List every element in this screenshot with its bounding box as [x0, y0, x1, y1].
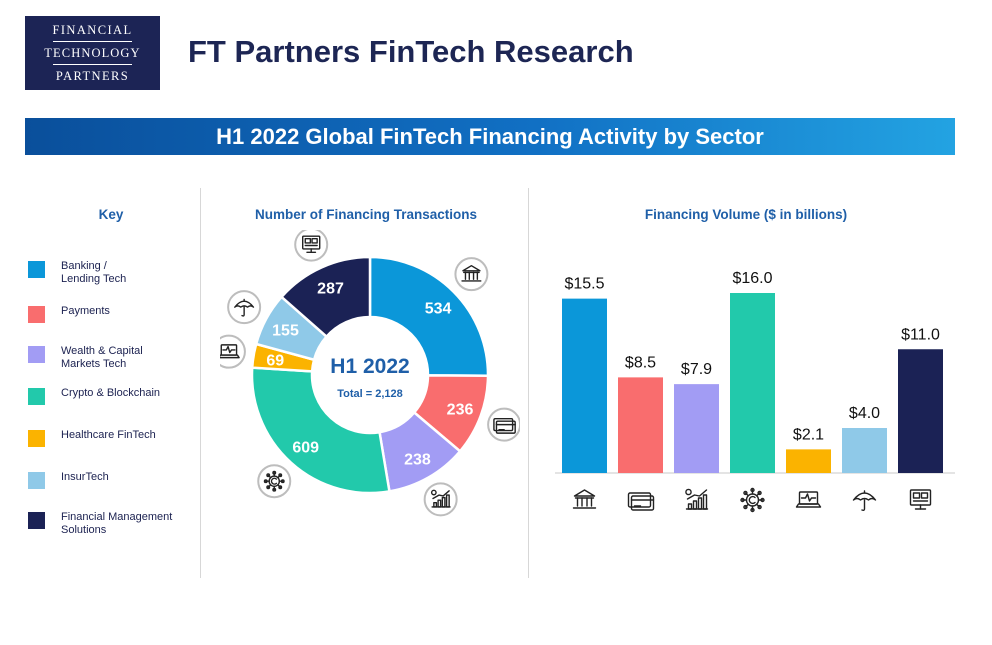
key-label: Payments — [61, 305, 201, 318]
bar — [786, 449, 831, 473]
bar — [618, 377, 663, 473]
key-label-line: Healthcare FinTech — [61, 429, 156, 441]
financial-management-icon — [909, 489, 932, 510]
donut-center-total: Total = 2,128 — [337, 388, 403, 400]
key-label: Wealth & Capital Markets Tech — [61, 345, 201, 371]
donut-slice — [250, 366, 391, 495]
bar — [674, 384, 719, 473]
key-label-line: Payments — [61, 305, 110, 317]
logo-line-3: PARTNERS — [55, 69, 130, 83]
key-label: Crypto & Blockchain — [61, 387, 201, 400]
key-label: Financial Management Solutions — [61, 511, 201, 537]
credit-card-icon — [627, 492, 655, 511]
key-swatch — [28, 261, 45, 278]
key-swatch — [28, 430, 45, 447]
donut-chart: 534 236 238 609 69 155 287 H1 2022 Total = 2,128 — [220, 230, 520, 517]
wealth-icon — [685, 488, 709, 510]
logo-line-2: TECHNOLOGY — [44, 46, 141, 60]
bar-value-label: $16.0 — [732, 270, 772, 287]
umbrella-icon — [852, 490, 877, 512]
key-label-line: Financial Management — [61, 511, 173, 523]
donut-slice — [368, 255, 490, 377]
key-label-line: Markets Tech — [61, 358, 127, 370]
key-label-line: Banking / — [61, 260, 107, 272]
logo-rule-2 — [53, 64, 132, 65]
logo-rule-1 — [53, 41, 132, 42]
bar — [898, 349, 943, 473]
bar-value-label: $4.0 — [849, 405, 880, 422]
crypto-coin-icon — [740, 487, 765, 513]
donut-slice-label: 534 — [425, 300, 452, 317]
key-swatch — [28, 306, 45, 323]
crypto-coin-icon — [257, 464, 292, 499]
divider-left — [200, 188, 201, 578]
financial-management-icon — [294, 230, 329, 262]
key-swatch — [28, 472, 45, 489]
donut-chart-title: Number of Financing Transactions — [254, 207, 478, 222]
bar — [730, 293, 775, 473]
donut-slice-label: 238 — [404, 451, 431, 468]
healthcare-laptop-icon — [795, 491, 822, 508]
healthcare-laptop-icon — [220, 334, 246, 369]
ft-partners-logo: FINANCIAL TECHNOLOGY PARTNERS — [25, 16, 160, 90]
bank-icon — [572, 489, 597, 509]
key-label-line: Solutions — [61, 524, 107, 536]
divider-right — [528, 188, 529, 578]
donut-slice-label: 69 — [266, 352, 284, 369]
key-title: Key — [98, 207, 124, 222]
page-title: FT Partners FinTech Research — [188, 34, 634, 69]
donut-slice — [279, 255, 372, 339]
bar-chart: $15.5 $8.5 $7.9 $16.0 $2.1 $4.0 $11.0 — [555, 270, 955, 513]
credit-card-icon — [487, 407, 520, 442]
key-label: Healthcare FinTech — [61, 429, 201, 442]
wealth-icon — [423, 482, 458, 517]
bar-value-label: $8.5 — [625, 354, 656, 371]
key-label-line: Crypto & Blockchain — [61, 387, 161, 399]
donut-slice-label: 155 — [272, 322, 299, 339]
key-swatch — [28, 512, 45, 529]
key-swatch — [28, 346, 45, 363]
bar-value-label: $7.9 — [681, 361, 712, 378]
bar — [842, 428, 887, 473]
key-swatch — [28, 388, 45, 405]
donut-slice-label: 609 — [292, 439, 319, 456]
key-label-line: Wealth & Capital — [61, 345, 143, 357]
donut-slice-label: 287 — [317, 280, 344, 297]
bar — [562, 298, 607, 473]
key-label-line: InsurTech — [61, 471, 109, 483]
bank-icon — [454, 257, 489, 292]
bar-value-label: $11.0 — [901, 326, 940, 343]
key-label: Banking / Lending Tech — [61, 260, 201, 286]
bar-value-label: $15.5 — [564, 276, 604, 293]
umbrella-icon — [227, 290, 262, 325]
title-banner: H1 2022 Global FinTech Financing Activit… — [25, 118, 955, 155]
key-label: InsurTech — [61, 471, 201, 484]
bar-chart-title: Financing Volume ($ in billions) — [644, 207, 848, 222]
bar-value-label: $2.1 — [793, 426, 824, 443]
logo-line-1: FINANCIAL — [52, 23, 133, 37]
donut-center-label: H1 2022 — [330, 355, 409, 378]
donut-slice-label: 236 — [447, 401, 474, 418]
key-label-line: Lending Tech — [61, 273, 127, 285]
